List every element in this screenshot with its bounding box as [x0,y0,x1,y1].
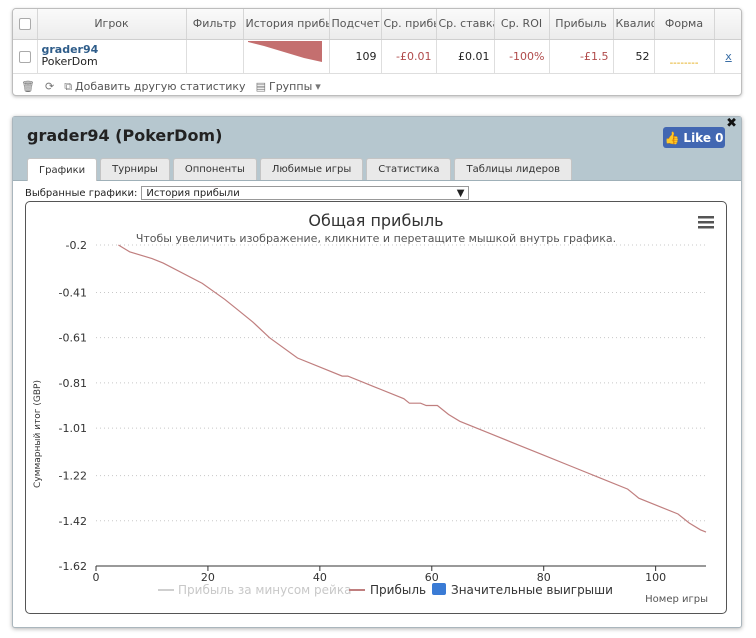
y-tick-label: -0.81 [59,377,87,390]
row-checkbox-cell[interactable] [13,39,38,74]
profit-chart[interactable]: Общая прибыль Чтобы увеличить изображени… [26,202,726,613]
facebook-like-button[interactable]: 👍 Like 0 [663,127,725,148]
count-cell: 109 [329,39,382,74]
avg-stake-cell: £0.01 [436,39,495,74]
series-layer [118,244,707,533]
y-tick-label: -1.01 [59,422,87,435]
menu-icon-bar [698,221,714,224]
player-panel: grader94 (PokerDom) ✖ 👍 Like 0 Графики Т… [12,116,742,628]
axes-layer: -0.2 -0.41 -0.61 -0.81 -1.01 -1.22 -1.42 -1.62 0… [59,239,706,584]
col-header-profit-history[interactable]: История прибыль [243,9,330,40]
tab-tournaments[interactable]: Турниры [100,158,170,180]
x-tick-label: 60 [425,571,439,584]
panel-title: grader94 (PokerDom) [27,126,223,145]
caret-down-icon: ▾ [315,80,321,93]
refresh-icon[interactable]: ⟳ [44,80,55,93]
menu-icon-bar [698,216,714,219]
tab-charts[interactable]: Графики [27,158,98,181]
chart-legend: Прибыль за минусом рейка Прибыль Значитель… [158,583,613,597]
x-tick-label: 40 [313,571,327,584]
x-tick-label: 20 [201,571,215,584]
remove-row-link[interactable]: x [714,39,741,74]
chart-selector-row: Выбранные графики: История прибыли ▼ [25,186,470,200]
col-header-profit[interactable]: Прибыль [549,9,614,40]
close-icon[interactable]: ✖ [726,116,737,131]
external-window-icon: ⧉ [64,79,73,93]
stats-panel: Игрок Фильтр История прибыль Подсчет Ср.… [12,8,742,96]
add-stat-label: Добавить другую статистику [75,80,246,93]
col-header-avg-profit[interactable]: Ср. прибыль [381,9,437,40]
chart-select-value: История прибыли [146,187,240,199]
menu-icon[interactable] [698,216,714,229]
avg-profit-cell: -£0.01 [381,39,437,74]
like-label: Like 0 [683,130,724,145]
profit-series-line [118,244,707,533]
chart-select[interactable]: История прибыли ▼ [141,186,470,200]
form-value: -------- [669,57,699,69]
tab-opponents[interactable]: Оппоненты [172,158,257,180]
trash-icon[interactable]: 🗑 [21,80,35,93]
legend-label-big-wins: Значительные выигрыши [451,583,613,597]
printer-icon: ▤ [255,80,266,93]
tab-favorite-games[interactable]: Любимые игры [259,158,364,180]
y-tick-label: -0.41 [59,286,87,299]
sparkline-area [247,40,322,62]
thumbs-up-icon: 👍 [664,130,680,145]
col-header-form[interactable]: Форма [654,9,715,40]
y-tick-label: -1.22 [59,470,87,483]
legend-label-rake: Прибыль за минусом рейка [178,583,351,597]
x-tick-label: 80 [537,571,551,584]
add-stat-button[interactable]: ⧉ Добавить другую статистику [64,80,245,94]
y-tick-label: -1.62 [59,560,87,573]
x-tick-label: 100 [645,571,666,584]
col-header-count[interactable]: Подсчет [329,9,382,40]
legend-label-profit: Прибыль [370,583,426,597]
player-name-link[interactable]: grader94 [41,43,99,56]
filter-cell[interactable] [186,39,244,74]
profit-cell: -£1.5 [549,39,614,74]
row-checkbox[interactable] [18,50,31,63]
stats-footer: 🗑 ⟳ ⧉ Добавить другую статистику ▤ Групп… [13,74,741,96]
stats-table: Игрок Фильтр История прибыль Подсчет Ср.… [13,9,741,74]
chart-subtitle: Чтобы увеличить изображение, кликните и … [136,232,616,245]
legend-marker-big-wins [432,583,446,595]
y-tick-label: -0.2 [66,239,87,252]
col-header-avg-stake[interactable]: Ср. ставка [436,9,495,40]
col-header-player[interactable]: Игрок [37,9,187,40]
y-axis-label: Суммарный итог (GBP) [33,380,43,488]
table-row: grader94 PokerDom 109 -£0.01 £0.01 -100%… [13,39,741,74]
x-tick-label: 0 [93,571,100,584]
col-header-qualif[interactable]: Квалиф [613,9,655,40]
tab-statistics[interactable]: Статистика [366,158,452,180]
x-axis-label: Номер игры [645,594,708,605]
chart-frame[interactable]: Общая прибыль Чтобы увеличить изображени… [25,201,727,614]
player-site: PokerDom [41,55,98,68]
y-tick-label: -0.61 [59,332,87,345]
select-all-checkbox[interactable] [18,18,31,31]
caret-down-icon: ▼ [456,187,465,199]
groups-label: Группы [268,80,313,93]
chart-selector-label: Выбранные графики: [25,187,138,199]
y-tick-label: -1.42 [59,515,87,528]
select-all-checkbox-cell[interactable] [13,9,38,40]
sparkline-cell [243,39,330,74]
col-header-filter[interactable]: Фильтр [186,9,244,40]
avg-roi-cell: -100% [494,39,550,74]
tab-bar: Графики Турниры Оппоненты Любимые игры С… [27,158,572,181]
profit-sparkline [247,40,322,62]
player-cell: grader94 PokerDom [37,39,187,74]
col-header-avg-roi[interactable]: Ср. ROI [494,9,550,40]
chart-title: Общая прибыль [308,211,443,230]
panel-header: grader94 (PokerDom) ✖ 👍 Like 0 Графики Т… [13,116,741,181]
groups-dropdown[interactable]: ▤ Группы ▾ [256,80,321,93]
menu-icon-bar [698,226,714,229]
grid-layer [96,244,706,567]
form-cell: -------- [654,39,715,74]
col-header-remove [714,9,741,40]
tab-leaderboards[interactable]: Таблицы лидеров [454,158,572,180]
qualif-cell: 52 [613,39,655,74]
